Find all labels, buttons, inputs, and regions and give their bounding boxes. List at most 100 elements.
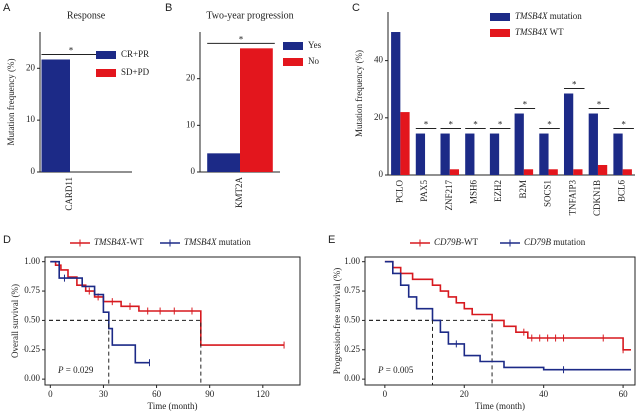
bar: [548, 169, 558, 175]
bar: [588, 113, 598, 175]
bar: [440, 133, 450, 175]
bar: [240, 48, 273, 173]
significance-label: *: [572, 80, 577, 90]
x-tick-label: 90: [205, 389, 215, 399]
y-tick-label: 0.50: [24, 314, 40, 324]
bar: [465, 133, 475, 175]
survival-curve: [384, 260, 631, 351]
legend-label: TMSB4X WT: [515, 27, 564, 37]
y-axis-label: Overall survival (%): [10, 284, 20, 358]
y-axis-label: Mutation frequency (%): [354, 50, 364, 137]
legend-label: Yes: [308, 40, 322, 50]
x-tick-label: CDKN1B: [592, 180, 602, 216]
legend-swatch: [283, 58, 303, 66]
bar: [514, 113, 524, 175]
legend-label: CR+PR: [121, 49, 149, 59]
bar: [597, 164, 608, 175]
y-tick-label: 1.00: [344, 256, 360, 266]
survival-curve: [384, 260, 631, 371]
x-tick-label: 0: [383, 389, 388, 399]
x-axis-label: Time (month): [475, 401, 525, 411]
significance-label: *: [498, 120, 503, 130]
legend-label: TMSB4X-WT: [94, 237, 144, 247]
legend-swatch: [490, 29, 510, 37]
median-line: [369, 319, 433, 385]
bar: [41, 59, 70, 173]
significance-label: *: [424, 120, 429, 130]
bar: [622, 169, 632, 175]
y-tick-label: 0.00: [24, 373, 40, 383]
y-tick-label: 0: [31, 166, 36, 176]
x-tick-label: 60: [152, 389, 162, 399]
y-tick-label: 0.25: [24, 344, 40, 354]
bar: [489, 133, 500, 175]
x-tick-label: TNFAIP3: [567, 180, 577, 216]
x-tick-label: 0: [48, 389, 53, 399]
bar: [523, 169, 534, 175]
x-tick-label: ZNF217: [444, 180, 454, 211]
x-tick-label: 30: [99, 389, 109, 399]
x-tick-label: 120: [256, 389, 270, 399]
y-tick-label: 1.00: [24, 256, 40, 266]
y-tick-label: 0.50: [344, 314, 360, 324]
significance-label: *: [239, 34, 244, 44]
panel-title: Two-year progression: [206, 10, 293, 21]
bar: [563, 93, 574, 175]
bar: [415, 133, 426, 175]
y-tick-label: 20: [374, 112, 384, 122]
x-tick-label: MSH6: [469, 180, 479, 205]
x-tick-label: PCLO: [394, 180, 404, 204]
legend-swatch: [283, 42, 303, 50]
panel-letter: C: [352, 2, 360, 14]
x-tick-label: PAX5: [419, 180, 429, 202]
y-tick-label: 10: [26, 114, 36, 124]
x-tick-label: BCL6: [617, 180, 627, 203]
y-tick-label: 0: [191, 166, 196, 176]
y-tick-label: 0.75: [24, 285, 40, 295]
panel-letter: D: [3, 234, 11, 246]
significance-label: *: [621, 120, 626, 130]
significance-label: *: [597, 100, 602, 110]
bar: [207, 153, 240, 172]
significance-label: *: [547, 120, 552, 130]
survival-curve: [50, 260, 150, 364]
x-tick-label: SOCS1: [543, 180, 553, 207]
significance-label: *: [473, 120, 478, 130]
panel-title: Response: [67, 10, 106, 21]
bar: [391, 32, 401, 175]
significance-label: *: [69, 46, 74, 56]
y-tick-label: 10: [186, 119, 196, 129]
y-tick-label: 0.75: [344, 285, 360, 295]
p-value: P = 0.029: [57, 365, 94, 375]
y-tick-label: 20: [186, 73, 196, 83]
p-value: P = 0.005: [377, 365, 414, 375]
bar: [573, 169, 583, 175]
survival-curve: [50, 260, 285, 346]
significance-label: *: [449, 120, 454, 130]
legend-label: TMSB4X mutation: [184, 237, 251, 247]
bar: [449, 169, 460, 175]
legend-swatch: [490, 13, 510, 21]
legend-swatch: [96, 69, 116, 77]
y-axis-label: Progression-free survival (%): [332, 268, 342, 374]
bar: [539, 133, 549, 175]
legend-swatch: [96, 51, 116, 59]
median-line: [369, 319, 493, 385]
x-tick-label: B2M: [518, 180, 528, 199]
x-tick-label: 20: [460, 389, 470, 399]
x-tick-label: 60: [619, 389, 629, 399]
y-axis-label: Mutation frequency (%): [6, 59, 16, 146]
legend-label: SD+PD: [121, 67, 150, 77]
legend-label: No: [308, 56, 319, 66]
plot-frame: [364, 256, 636, 386]
legend-label: CD79B-WT: [434, 237, 478, 247]
x-tick-label: CARD11: [64, 177, 74, 211]
plot-frame: [44, 256, 301, 386]
x-tick-label: KMT2A: [234, 177, 244, 208]
panel-letter: A: [3, 2, 11, 14]
bar: [400, 112, 410, 175]
y-tick-label: 40: [374, 55, 384, 65]
x-tick-label: 40: [539, 389, 549, 399]
